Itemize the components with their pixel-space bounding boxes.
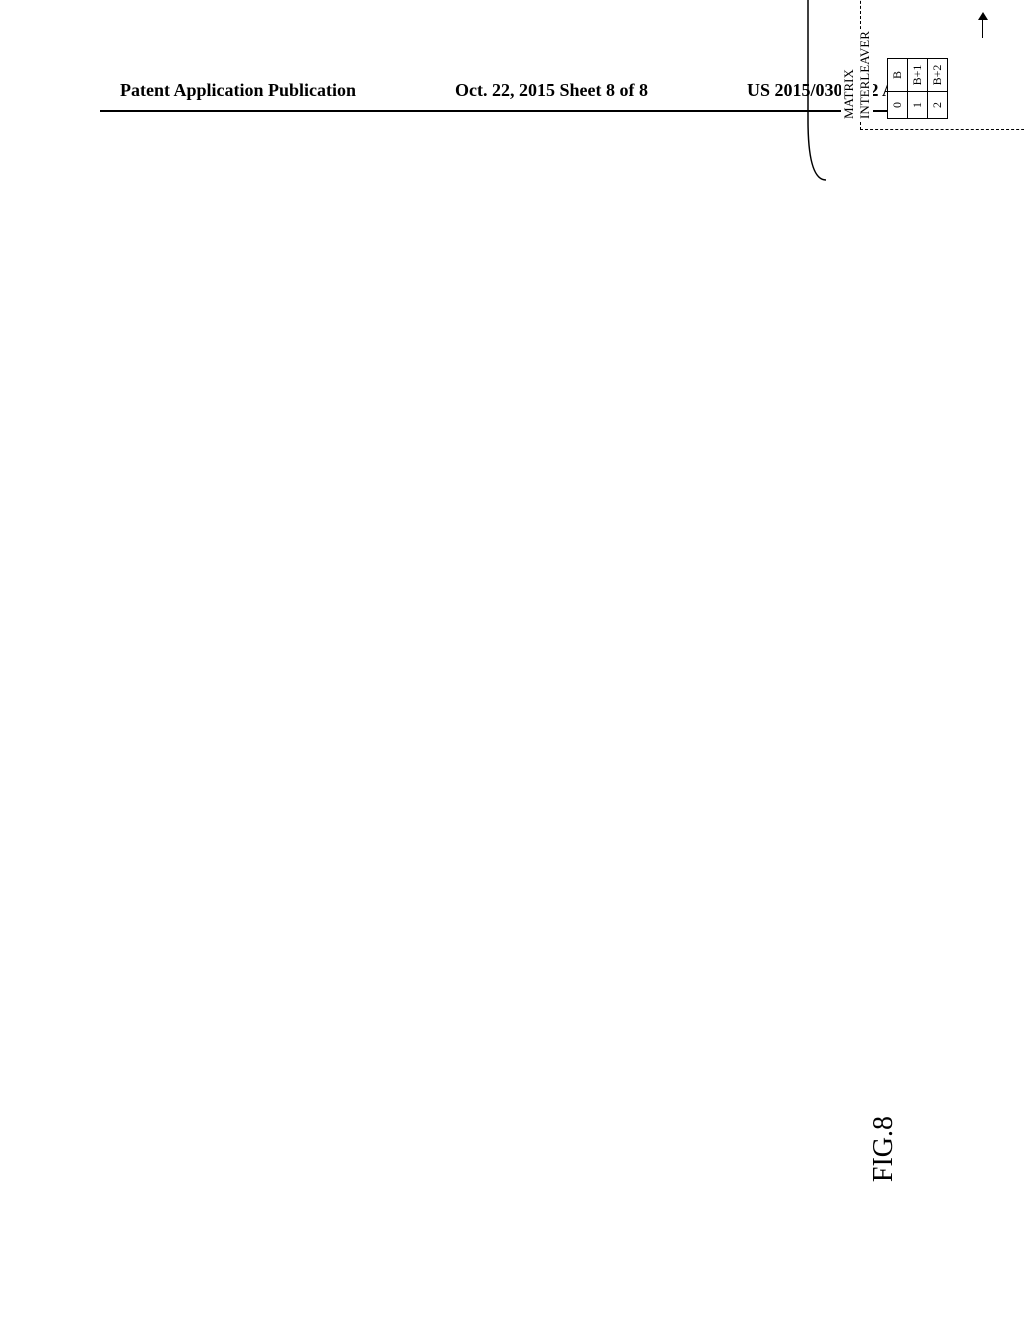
curly-brace-icon bbox=[788, 0, 828, 200]
matrix-interleaver-label: MATRIXINTERLEAVER bbox=[841, 29, 873, 121]
mi-left-grid: 0B 1B+1 2B+2 B-12B-1 bbox=[887, 58, 1024, 119]
figure-label: FIG.8 bbox=[868, 1116, 900, 1182]
matrix-interleaver-block: MATRIXINTERLEAVER 0B 1B+1 2B+2 B-12B-1 bbox=[860, 0, 1024, 130]
figure-area: FIG.8 DE-INTERLEAVING INPUT MATRIXINTERL… bbox=[0, 130, 1024, 1230]
header-center: Oct. 22, 2015 Sheet 8 of 8 bbox=[455, 80, 648, 101]
diagram-rotated: DE-INTERLEAVING INPUT MATRIXINTERLEAVER … bbox=[760, 0, 1024, 200]
header-left: Patent Application Publication bbox=[120, 80, 356, 101]
